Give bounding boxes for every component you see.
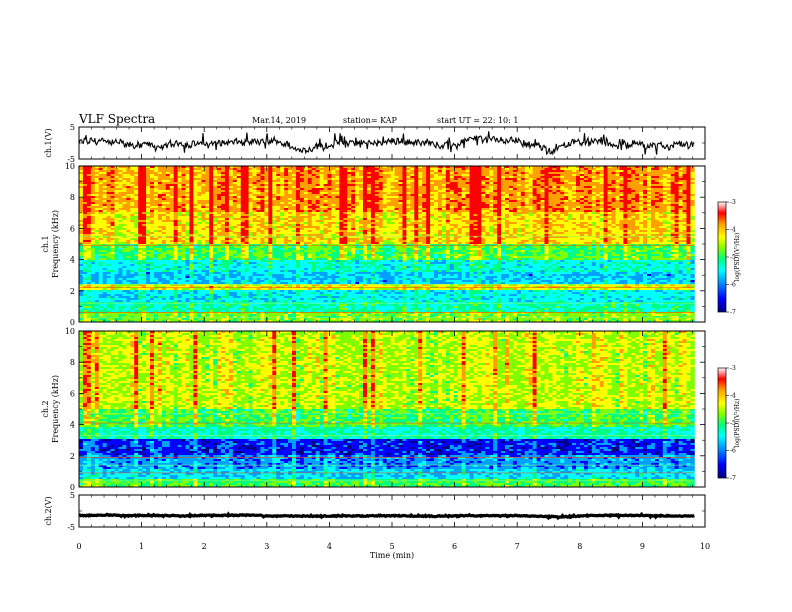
colorbar-1-tick-3: -6 xyxy=(730,282,736,289)
colorbar-2-tick-3: -6 xyxy=(730,448,736,455)
ch2-spec-ytick-3: 6 xyxy=(70,389,75,398)
ch2-waveform-panel: 5 -5 ch.2(V) xyxy=(44,491,705,532)
ch2-spec-ytick-4: 8 xyxy=(70,358,75,367)
colorbar-ch1: -3-4-5-6-7 log(PSD)(V²/Hz) xyxy=(718,199,741,316)
time-tick-7: 7 xyxy=(515,542,520,551)
time-tick-8: 8 xyxy=(577,542,582,551)
ch2-waveform-ylabel: ch.2(V) xyxy=(44,496,53,525)
colorbar-ch1-scale xyxy=(718,202,726,312)
ch2-spectrogram-image xyxy=(79,331,695,487)
ch1-frequency-label: Frequency (kHz) xyxy=(51,210,60,278)
time-tick-10: 10 xyxy=(700,542,710,551)
time-tick-2: 2 xyxy=(202,542,207,551)
colorbar-ch1-label: log(PSD)(V²/Hz) xyxy=(734,233,741,282)
ch1-channel-label: ch.1 xyxy=(41,235,50,252)
ch1-spec-ytick-4: 8 xyxy=(70,193,75,202)
time-tick-1: 1 xyxy=(139,542,144,551)
figure-title: VLF Spectra xyxy=(78,112,155,126)
ch1-spec-ytick-5: 10 xyxy=(65,162,75,171)
time-tick-5: 5 xyxy=(389,542,394,551)
colorbar-1-tick-4: -7 xyxy=(730,309,736,316)
ch1-spec-ytick-1: 2 xyxy=(70,287,75,296)
time-tick-3: 3 xyxy=(264,542,269,551)
ch1-spectrogram-panel: 0 2 4 6 8 10 ch.1 Frequency (kHz) xyxy=(41,162,705,327)
station-label: station= KAP xyxy=(343,116,398,125)
ch2-frequency-label: Frequency (kHz) xyxy=(51,375,60,443)
start-time-label: start UT = 22: 10: 1 xyxy=(437,116,518,125)
ch2-ytick-1: -5 xyxy=(67,523,75,532)
ch2-spec-ytick-5: 10 xyxy=(65,327,75,336)
ch2-channel-label: ch.2 xyxy=(41,400,50,417)
ch2-spec-ytick-1: 2 xyxy=(70,452,75,461)
ch1-spectrogram-image xyxy=(79,166,695,322)
time-tick-9: 9 xyxy=(640,542,645,551)
ch1-waveform-panel: 5-5ch.1(V) xyxy=(44,123,705,164)
ch2-ytick-0: 5 xyxy=(70,491,75,500)
colorbar-ch2-scale xyxy=(718,368,726,478)
ch1-ytick-0: 5 xyxy=(70,123,75,132)
date-label: Mar.14, 2019 xyxy=(252,116,306,125)
ch1-spec-ytick-2: 4 xyxy=(70,256,75,265)
colorbar-2-tick-4: -7 xyxy=(730,475,736,482)
colorbar-1-tick-1: -4 xyxy=(730,227,736,234)
time-tick-0: 0 xyxy=(76,542,81,551)
colorbar-ch2-label: log(PSD)(V²/Hz) xyxy=(734,399,741,448)
colorbar-2-tick-0: -3 xyxy=(730,365,736,372)
ch1-waveform-line xyxy=(79,131,694,154)
time-axis-label: Time (min) xyxy=(370,551,414,560)
ch2-spec-ytick-2: 4 xyxy=(70,421,75,430)
ch1-spec-ytick-0: 0 xyxy=(70,318,75,327)
time-tick-6: 6 xyxy=(452,542,457,551)
ch2-waveform-line xyxy=(79,514,694,518)
colorbar-1-tick-0: -3 xyxy=(730,199,736,206)
colorbar-ch2: -3-4-5-6-7 log(PSD)(V²/Hz) xyxy=(718,365,741,482)
ch1-spec-ytick-3: 6 xyxy=(70,224,75,233)
time-axis: 0 1 2 3 4 5 6 7 8 9 10 Time (min) xyxy=(76,542,710,560)
time-tick-4: 4 xyxy=(327,542,332,551)
ch1-waveform-ylabel: ch.1(V) xyxy=(44,128,53,157)
colorbar-2-tick-1: -4 xyxy=(730,393,736,400)
